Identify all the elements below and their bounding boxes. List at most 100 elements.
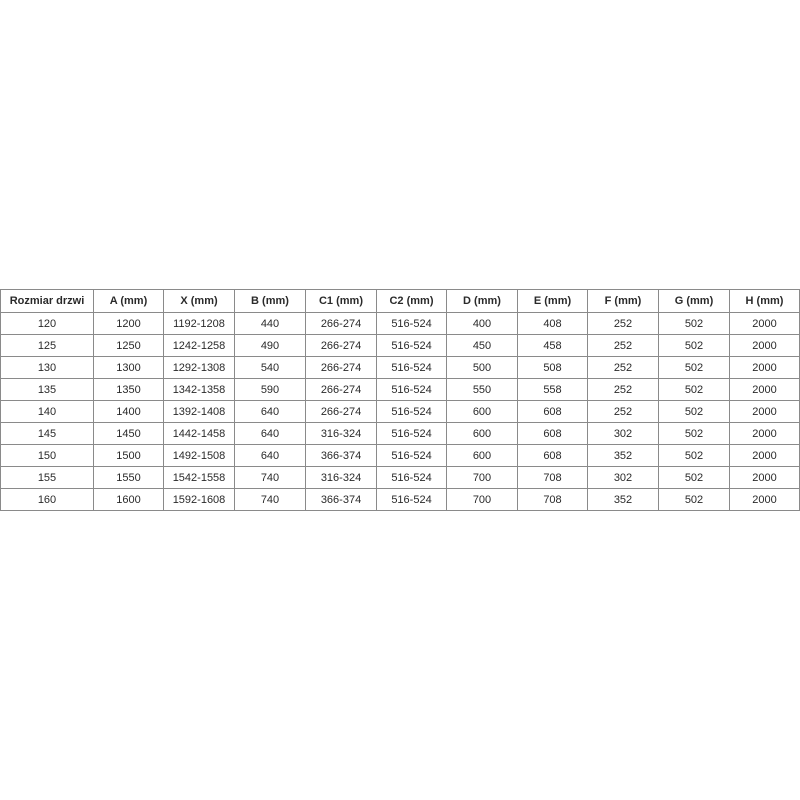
table-cell: 502 [658, 488, 730, 511]
table-cell: 135 [0, 378, 94, 401]
table-cell: 1542-1558 [163, 466, 235, 489]
table-cell: 508 [517, 356, 588, 379]
table-cell: 266-274 [305, 312, 377, 335]
table-cell: 490 [234, 334, 306, 357]
table-cell: 408 [517, 312, 588, 335]
column-header: D (mm) [446, 289, 518, 313]
table-cell: 2000 [729, 422, 800, 445]
table-cell: 458 [517, 334, 588, 357]
column-header: E (mm) [517, 289, 588, 313]
table-cell: 160 [0, 488, 94, 511]
table-cell: 316-324 [305, 466, 377, 489]
table-cell: 1242-1258 [163, 334, 235, 357]
column-header: A (mm) [93, 289, 164, 313]
table-header: Rozmiar drzwi A (mm) X (mm) B (mm) C1 (mm) C2… [0, 289, 800, 313]
column-header: X (mm) [163, 289, 235, 313]
table-cell: 366-374 [305, 444, 377, 467]
table-cell: 516-524 [376, 312, 447, 335]
table-row: 155 1550 1542-1558 740 316-324 516-524 700 708 3… [0, 466, 800, 489]
table-cell: 450 [446, 334, 518, 357]
table-row: 130 1300 1292-1308 540 266-274 516-524 500 508 2… [0, 356, 800, 379]
table-cell: 516-524 [376, 378, 447, 401]
column-header: C2 (mm) [376, 289, 447, 313]
table-cell: 1300 [93, 356, 164, 379]
table-cell: 700 [446, 488, 518, 511]
table-cell: 1250 [93, 334, 164, 357]
table-cell: 1200 [93, 312, 164, 335]
table-cell: 2000 [729, 488, 800, 511]
table-cell: 252 [587, 334, 659, 357]
table-row: 160 1600 1592-1608 740 366-374 516-524 700 708 3… [0, 488, 800, 511]
table-cell: 2000 [729, 334, 800, 357]
table-cell: 316-324 [305, 422, 377, 445]
table-cell: 550 [446, 378, 518, 401]
table-cell: 266-274 [305, 334, 377, 357]
table-cell: 1292-1308 [163, 356, 235, 379]
table-cell: 302 [587, 422, 659, 445]
table-cell: 1442-1458 [163, 422, 235, 445]
table-cell: 740 [234, 488, 306, 511]
table-cell: 1492-1508 [163, 444, 235, 467]
table-cell: 130 [0, 356, 94, 379]
table-cell: 1550 [93, 466, 164, 489]
column-header: G (mm) [658, 289, 730, 313]
table-cell: 516-524 [376, 466, 447, 489]
table-cell: 708 [517, 466, 588, 489]
table-row: 150 1500 1492-1508 640 366-374 516-524 600 608 3… [0, 444, 800, 467]
table-cell: 516-524 [376, 400, 447, 423]
table-cell: 708 [517, 488, 588, 511]
table-cell: 2000 [729, 378, 800, 401]
table-cell: 366-374 [305, 488, 377, 511]
table-cell: 502 [658, 356, 730, 379]
table-cell: 516-524 [376, 422, 447, 445]
table-cell: 2000 [729, 312, 800, 335]
table-cell: 1192-1208 [163, 312, 235, 335]
table-cell: 440 [234, 312, 306, 335]
table-cell: 252 [587, 312, 659, 335]
table-cell: 1500 [93, 444, 164, 467]
table-cell: 2000 [729, 356, 800, 379]
column-header: B (mm) [234, 289, 306, 313]
table-cell: 502 [658, 334, 730, 357]
table-cell: 302 [587, 466, 659, 489]
table-cell: 1592-1608 [163, 488, 235, 511]
table-cell: 600 [446, 422, 518, 445]
table-cell: 608 [517, 422, 588, 445]
table-cell: 502 [658, 466, 730, 489]
table-cell: 516-524 [376, 444, 447, 467]
table-cell: 150 [0, 444, 94, 467]
table-cell: 600 [446, 400, 518, 423]
table-cell: 502 [658, 378, 730, 401]
table-cell: 120 [0, 312, 94, 335]
table-cell: 590 [234, 378, 306, 401]
table-cell: 252 [587, 400, 659, 423]
table-body: 120 1200 1192-1208 440 266-274 516-524 400 408 2… [0, 312, 800, 511]
table-cell: 140 [0, 400, 94, 423]
table-cell: 266-274 [305, 378, 377, 401]
table-cell: 252 [587, 378, 659, 401]
table-cell: 266-274 [305, 400, 377, 423]
table-cell: 700 [446, 466, 518, 489]
column-header: H (mm) [729, 289, 800, 313]
table-cell: 1450 [93, 422, 164, 445]
table-cell: 502 [658, 444, 730, 467]
table-row: 145 1450 1442-1458 640 316-324 516-524 600 608 3… [0, 422, 800, 445]
table-cell: 145 [0, 422, 94, 445]
table-cell: 502 [658, 422, 730, 445]
table-cell: 1350 [93, 378, 164, 401]
table-cell: 540 [234, 356, 306, 379]
table-cell: 502 [658, 312, 730, 335]
table-cell: 640 [234, 444, 306, 467]
table-cell: 500 [446, 356, 518, 379]
table-cell: 640 [234, 422, 306, 445]
table-cell: 516-524 [376, 488, 447, 511]
table-cell: 2000 [729, 444, 800, 467]
column-header: C1 (mm) [305, 289, 377, 313]
column-header: Rozmiar drzwi [0, 289, 94, 313]
table-cell: 608 [517, 444, 588, 467]
table-cell: 155 [0, 466, 94, 489]
table-cell: 400 [446, 312, 518, 335]
table-cell: 1400 [93, 400, 164, 423]
table-cell: 502 [658, 400, 730, 423]
table-cell: 1392-1408 [163, 400, 235, 423]
